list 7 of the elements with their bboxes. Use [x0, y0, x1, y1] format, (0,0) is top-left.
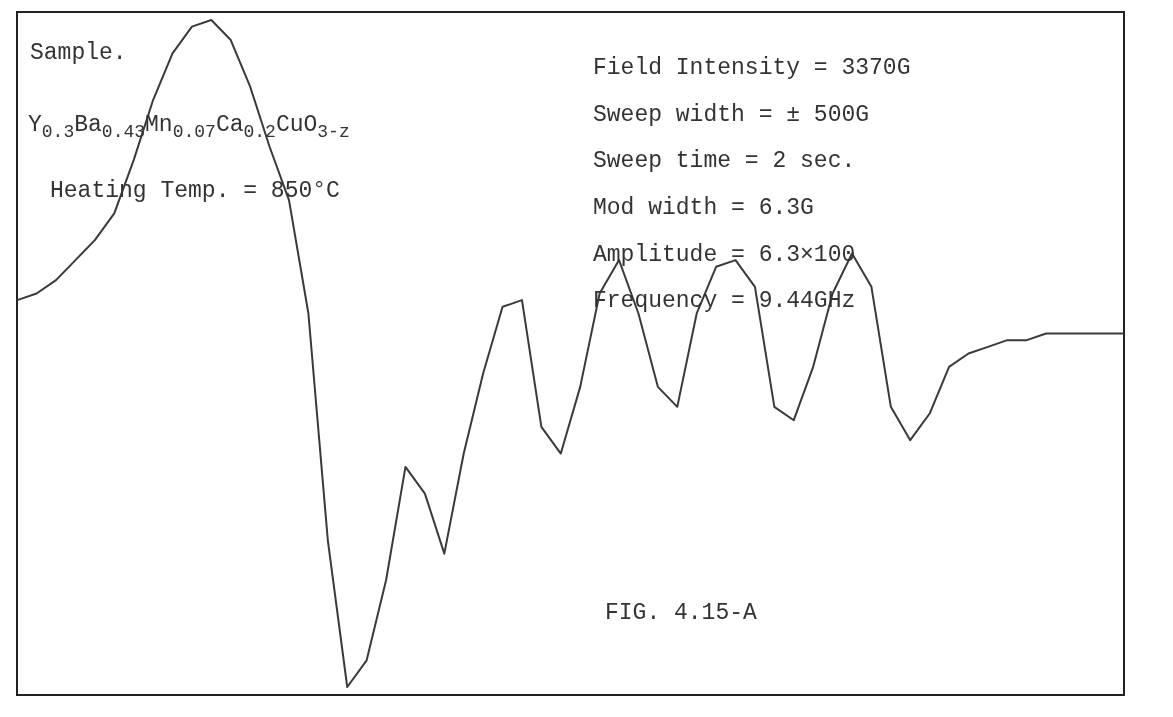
annotation: Sweep time = 2 sec.	[593, 148, 856, 174]
annotation: Amplitude = 6.3×100	[593, 242, 856, 268]
annotation: FIG. 4.15-A	[605, 600, 757, 626]
annotation: Mod width = 6.3G	[593, 195, 814, 221]
annotation: Sweep width = ± 500G	[593, 102, 870, 128]
annotation: Field Intensity = 3370G	[593, 55, 911, 81]
annotation: Sample.	[30, 40, 127, 66]
